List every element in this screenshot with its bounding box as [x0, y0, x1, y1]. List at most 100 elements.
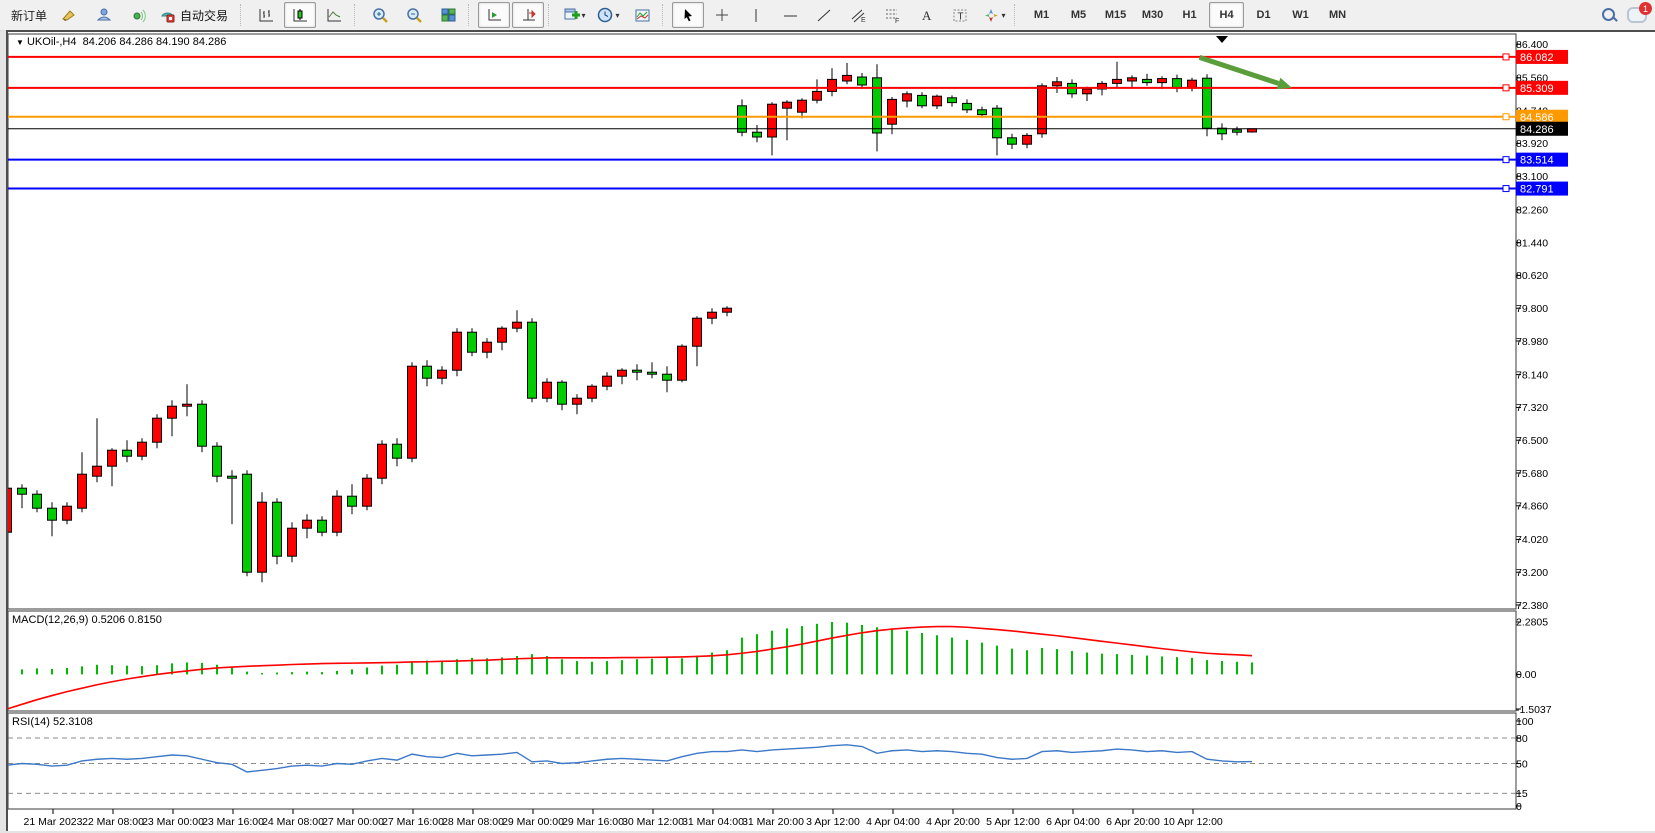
- candle-body[interactable]: [677, 345, 687, 381]
- chevron-down-icon[interactable]: ▾: [1001, 10, 1006, 20]
- periods-button[interactable]: ▾: [592, 2, 624, 28]
- candle-body[interactable]: [842, 74, 852, 82]
- candle-body[interactable]: [467, 331, 477, 353]
- candle-body[interactable]: [122, 449, 132, 457]
- trend-arrow-annotation[interactable]: [1198, 55, 1280, 86]
- candle-body[interactable]: [32, 493, 42, 509]
- candlestick-chart-button[interactable]: [284, 2, 317, 28]
- arrows-button[interactable]: ▾: [978, 2, 1010, 28]
- candle-body[interactable]: [1022, 134, 1032, 145]
- candle-body[interactable]: [782, 101, 792, 109]
- candle-body[interactable]: [392, 443, 402, 459]
- candle-body[interactable]: [827, 78, 837, 92]
- timeframe-h1-button[interactable]: H1: [1182, 9, 1197, 21]
- candle-body[interactable]: [647, 371, 657, 375]
- candle-body[interactable]: [917, 94, 927, 107]
- trendline-button[interactable]: [808, 2, 840, 28]
- candle-body[interactable]: [557, 381, 567, 405]
- crayon-icon[interactable]: [53, 2, 85, 28]
- candle-body[interactable]: [497, 327, 507, 343]
- line-chart-button[interactable]: [318, 2, 350, 28]
- candle-body[interactable]: [137, 441, 147, 457]
- candle-body[interactable]: [1097, 82, 1107, 90]
- candle-body[interactable]: [332, 495, 342, 533]
- autotrade-button[interactable]: 自动交易: [155, 2, 236, 28]
- candle-body[interactable]: [947, 97, 957, 104]
- zoom-in-button[interactable]: [364, 2, 396, 28]
- zoom-out-button[interactable]: [398, 2, 430, 28]
- bar-chart-button[interactable]: [250, 2, 282, 28]
- candle-body[interactable]: [872, 77, 882, 134]
- candle-body[interactable]: [992, 107, 1002, 139]
- candle-body[interactable]: [737, 105, 747, 133]
- fibonacci-button[interactable]: F: [876, 2, 908, 28]
- candle-body[interactable]: [302, 519, 312, 529]
- candle-body[interactable]: [272, 501, 282, 557]
- chart-dropdown-icon[interactable]: ▼: [16, 38, 24, 47]
- candle-body[interactable]: [347, 495, 357, 507]
- candle-body[interactable]: [482, 341, 492, 353]
- candle-body[interactable]: [542, 381, 552, 399]
- candle-body[interactable]: [197, 403, 207, 447]
- crosshair-button[interactable]: [706, 2, 738, 28]
- broadcast-icon[interactable]: [121, 2, 153, 28]
- candle-body[interactable]: [617, 369, 627, 377]
- timeframe-w1-button[interactable]: W1: [1292, 9, 1309, 21]
- timeframe-mn-button[interactable]: MN: [1328, 9, 1347, 21]
- candle-body[interactable]: [1082, 88, 1092, 95]
- candle-body[interactable]: [977, 109, 987, 116]
- candle-body[interactable]: [8, 487, 12, 533]
- candle-body[interactable]: [1007, 137, 1017, 145]
- candle-body[interactable]: [182, 403, 192, 407]
- chart-shift-button[interactable]: [512, 2, 545, 28]
- candle-body[interactable]: [422, 365, 432, 379]
- candle-body[interactable]: [377, 443, 387, 479]
- timeframe-m15-button[interactable]: M15: [1104, 9, 1127, 21]
- candle-body[interactable]: [242, 473, 252, 573]
- candle-body[interactable]: [92, 465, 102, 477]
- candle-body[interactable]: [752, 131, 762, 138]
- candle-body[interactable]: [107, 449, 117, 467]
- candle-body[interactable]: [1217, 127, 1227, 135]
- chart-shift-marker[interactable]: [1216, 36, 1228, 43]
- candle-body[interactable]: [77, 473, 87, 509]
- candle-body[interactable]: [62, 505, 72, 521]
- candle-body[interactable]: [857, 76, 867, 86]
- candle-body[interactable]: [1202, 77, 1212, 129]
- tile-windows-button[interactable]: [432, 2, 464, 28]
- chevron-down-icon[interactable]: ▾: [615, 10, 620, 20]
- search-icon[interactable]: [1601, 7, 1618, 23]
- candle-body[interactable]: [767, 103, 777, 138]
- timeframe-m5-button[interactable]: M5: [1070, 9, 1087, 21]
- candle-body[interactable]: [362, 477, 372, 507]
- candle-body[interactable]: [452, 331, 462, 371]
- candle-body[interactable]: [1052, 81, 1062, 87]
- candle-body[interactable]: [1037, 85, 1047, 135]
- candle-body[interactable]: [257, 501, 267, 573]
- text-label-button[interactable]: T: [944, 2, 976, 28]
- candle-body[interactable]: [962, 102, 972, 111]
- templates-button[interactable]: [626, 2, 658, 28]
- equidistant-channel-button[interactable]: E: [842, 2, 874, 28]
- timeframe-h4-button[interactable]: H4: [1209, 2, 1245, 28]
- vertical-line-button[interactable]: [740, 2, 772, 28]
- candle-body[interactable]: [707, 311, 717, 319]
- candle-body[interactable]: [437, 369, 447, 379]
- new-order-button[interactable]: 新订单: [11, 8, 48, 23]
- timeframe-m30-button[interactable]: M30: [1141, 9, 1164, 21]
- timeframe-d1-button[interactable]: D1: [1256, 9, 1271, 21]
- candle-body[interactable]: [602, 375, 612, 387]
- candle-body[interactable]: [1112, 78, 1122, 84]
- candle-body[interactable]: [1232, 129, 1242, 133]
- candle-body[interactable]: [932, 95, 942, 107]
- candle-body[interactable]: [632, 369, 642, 373]
- publish-icon[interactable]: [87, 2, 119, 28]
- candle-body[interactable]: [587, 385, 597, 399]
- candle-body[interactable]: [212, 445, 222, 477]
- cursor-button[interactable]: [672, 2, 705, 28]
- candle-body[interactable]: [1127, 77, 1137, 82]
- horizontal-line-button[interactable]: [774, 2, 806, 28]
- text-button[interactable]: A: [910, 2, 942, 28]
- chart-canvas[interactable]: 86.40085.56084.74083.92083.10082.26081.4…: [8, 32, 1655, 829]
